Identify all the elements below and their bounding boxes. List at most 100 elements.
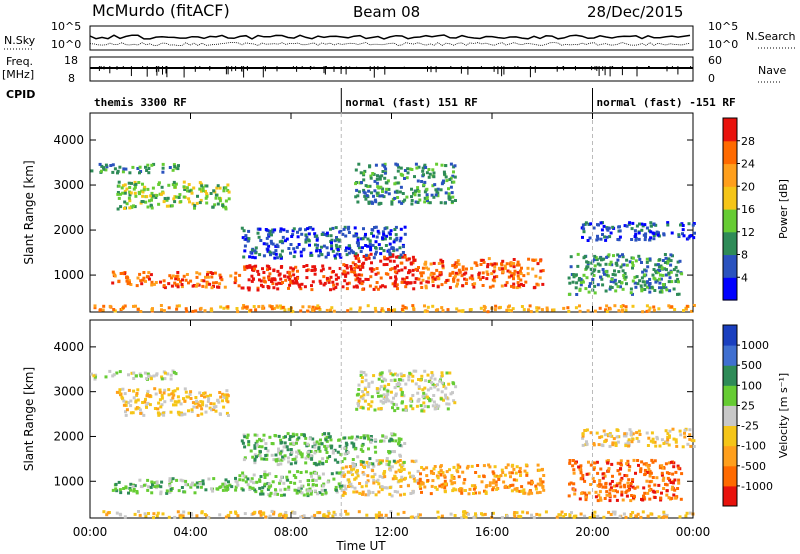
echo-cell [646, 265, 650, 269]
echo-cell [491, 488, 495, 492]
echo-cell [631, 279, 635, 283]
echo-cell [146, 488, 150, 492]
echo-cell [143, 185, 147, 189]
echo-cell [256, 288, 260, 292]
echo-cell [390, 432, 394, 436]
echo-cell [665, 515, 668, 519]
echo-cell [377, 377, 381, 381]
echo-cell [612, 254, 615, 258]
echo-cell [665, 489, 669, 493]
echo-cell [323, 488, 327, 492]
echo-cell [293, 277, 297, 281]
echo-cell [436, 383, 439, 387]
freq-tick-bottom: 8 [68, 72, 75, 85]
echo-cell [579, 281, 583, 284]
echo-cell [407, 484, 410, 488]
echo-cell [598, 263, 602, 267]
echo-cell [664, 429, 668, 433]
echo-cell [640, 222, 644, 226]
echo-cell [506, 269, 510, 273]
echo-cell [518, 466, 522, 470]
echo-cell [674, 438, 678, 442]
echo-cell [631, 264, 635, 267]
echo-cell [653, 440, 657, 444]
echo-cell [470, 274, 474, 278]
echo-cell [291, 269, 295, 273]
echo-cell [671, 427, 675, 431]
echo-cell [314, 471, 318, 475]
echo-cell [360, 282, 364, 286]
echo-cell [352, 463, 356, 467]
echo-cell [250, 477, 254, 481]
echo-cell [515, 286, 519, 290]
echo-cell [392, 396, 395, 400]
echo-cell [623, 272, 627, 275]
echo-cell [502, 480, 506, 484]
echo-cell [367, 402, 371, 406]
echo-cell [245, 305, 249, 309]
echo-cell [277, 434, 281, 438]
echo-cell [112, 308, 116, 311]
echo-cell [340, 484, 344, 488]
echo-cell [184, 278, 188, 282]
echo-cell [259, 513, 263, 517]
echo-cell [371, 462, 375, 466]
echo-cell [318, 279, 322, 283]
echo-cell [157, 183, 161, 186]
echo-cell [619, 485, 623, 489]
echo-cell [418, 198, 422, 202]
echo-cell [512, 478, 516, 482]
y-tick-label: 2000 [53, 223, 84, 237]
echo-cell [688, 234, 692, 238]
echo-cell [614, 289, 618, 293]
echo-cell [283, 308, 287, 312]
noise-strip-frame [89, 25, 694, 51]
echo-cell [180, 413, 184, 417]
echo-cell [174, 182, 178, 186]
echo-cell [187, 511, 191, 515]
echo-cell [426, 479, 430, 482]
echo-cell [191, 202, 195, 206]
echo-cell [399, 493, 403, 497]
echo-cell [507, 275, 511, 279]
echo-cell [594, 256, 598, 260]
echo-cell [508, 309, 511, 312]
echo-cell [92, 374, 96, 378]
echo-cell [287, 485, 291, 489]
echo-cell [138, 408, 142, 412]
echo-cell [468, 487, 472, 491]
echo-cell [568, 482, 571, 486]
echo-cell [414, 162, 418, 166]
echo-cell [401, 378, 405, 382]
y-axis-label: Slant Range [km] [22, 160, 36, 264]
echo-cell [207, 477, 211, 481]
echo-cell [310, 457, 314, 461]
echo-cell [643, 280, 647, 284]
echo-cell [192, 284, 196, 287]
echo-cell [631, 256, 635, 260]
x-axis-label: Time UT [335, 539, 386, 553]
echo-cell [361, 287, 365, 291]
echo-cell [321, 484, 325, 488]
echo-cell [363, 464, 367, 468]
echo-cell [348, 465, 352, 468]
echo-cell [618, 472, 622, 476]
echo-cell [345, 282, 349, 286]
echo-cell [170, 204, 174, 208]
echo-cell [452, 465, 456, 469]
echo-cell [463, 478, 467, 482]
echo-cell [603, 474, 607, 478]
echo-cell [650, 458, 654, 462]
echo-cell [134, 194, 138, 198]
echo-cell [408, 399, 412, 403]
echo-cell [474, 491, 477, 495]
echo-cell [562, 306, 566, 310]
echo-cell [391, 373, 395, 377]
echo-cell [276, 492, 280, 496]
echo-cell [369, 245, 373, 249]
echo-cell [389, 510, 393, 514]
echo-cell [484, 485, 488, 489]
echo-cell [431, 278, 435, 282]
echo-cell [385, 486, 389, 490]
echo-cell [136, 307, 140, 311]
